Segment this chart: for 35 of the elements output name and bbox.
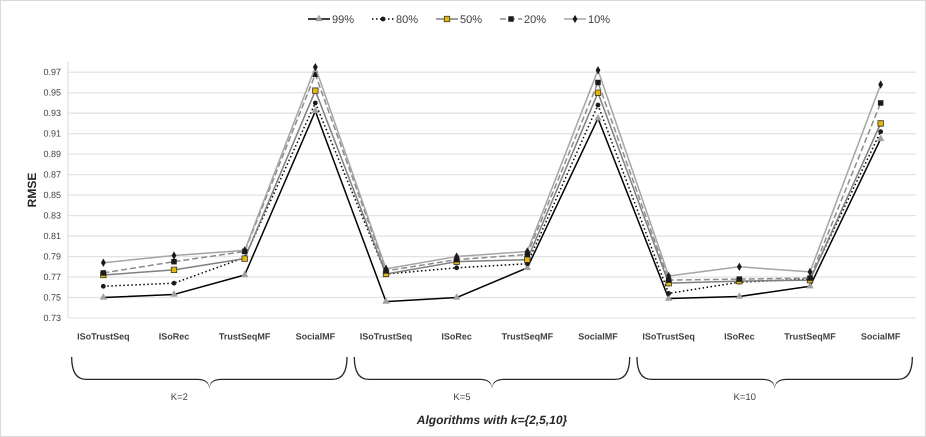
legend-label: 80% [396,14,418,26]
y-tick-label: 0.97 [43,67,61,78]
text: Algorithms with k={2,5,10} [416,413,568,427]
x-tick-label: TrustSeqMF [784,331,836,342]
y-tick-label: 0.73 [43,312,61,323]
x-tick-label: ISoRec [441,331,472,342]
x-tick-label: TrustSeqMF [502,331,554,342]
text: K=10 [733,392,756,403]
text: K=2 [170,392,188,403]
y-tick-label: 0.75 [43,292,61,302]
x-tick-label: ISoTrustSeq [360,331,412,342]
text: K=5 [453,392,471,403]
x-tick-label: SocialMF [296,331,336,342]
x-tick-label: ISoTrustSeq [77,331,130,342]
legend-label: 50% [460,14,482,26]
y-tick-label: 0.77 [43,272,61,282]
y-axis-title: RMSE [25,172,39,208]
x-tick-label: ISoRec [724,331,755,342]
y-tick-label: 0.95 [43,88,61,98]
legend-label: 99% [332,14,354,26]
x-tick-label: ISoTrustSeq [642,331,695,342]
x-tick-label: SocialMF [578,331,618,342]
y-tick-label: 0.91 [43,128,61,139]
legend-label: 20% [524,14,546,26]
y-tick-label: 0.79 [43,251,61,262]
y-tick-label: 0.83 [43,210,61,220]
x-tick-label: TrustSeqMF [218,331,271,342]
legend-label: 10% [588,14,610,26]
y-tick-label: 0.81 [43,230,61,241]
y-tick-label: 0.85 [43,190,61,200]
y-tick-label: 0.89 [43,149,61,160]
y-tick-label: 0.87 [43,170,61,180]
x-tick-label: SocialMF [860,331,901,342]
y-tick-label: 0.93 [43,108,61,118]
x-tick-label: ISoRec [158,331,190,342]
